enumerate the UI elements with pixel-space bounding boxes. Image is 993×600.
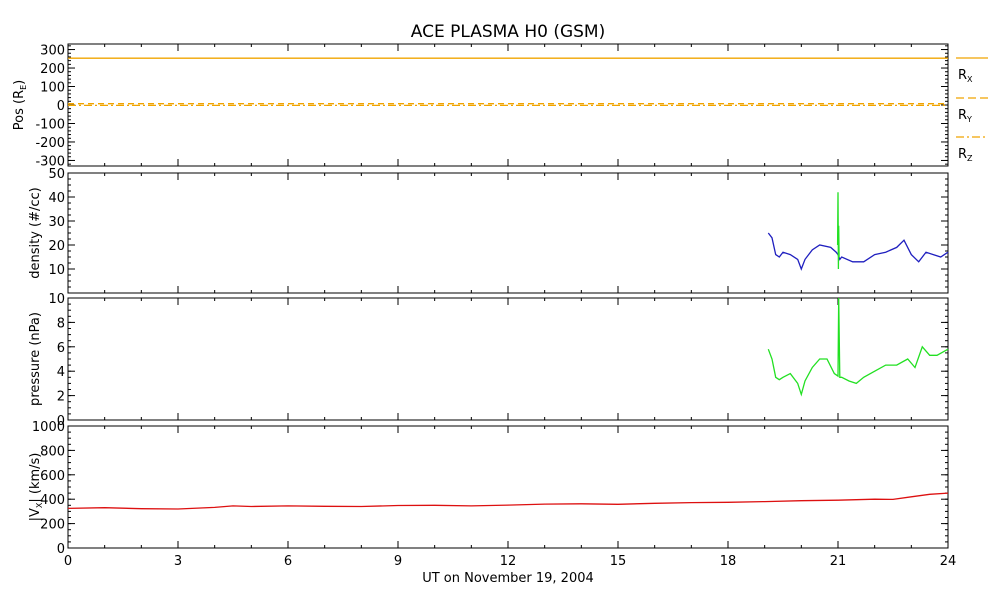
xtick-label: 18 bbox=[720, 554, 737, 569]
ytick-label: 200 bbox=[40, 518, 65, 533]
y-axis-label-end: ) bbox=[12, 80, 27, 85]
panel-vx: 1000 800 600 400 200 0 |VX| (km/s) 0 3 6 9 12 15 18 21… bbox=[28, 420, 956, 569]
xtick-label: 21 bbox=[830, 554, 847, 569]
ytick-label: 4 bbox=[57, 365, 65, 380]
xtick-label: 12 bbox=[500, 554, 517, 569]
ytick-label: 20 bbox=[48, 239, 65, 254]
xtick-label: 9 bbox=[394, 554, 402, 569]
xtick-label: 3 bbox=[174, 554, 182, 569]
y-axis-label-text: Pos (R bbox=[12, 90, 27, 130]
y-axis-label-pressure: pressure (nPa) bbox=[28, 312, 43, 406]
legend-label-text: R bbox=[958, 108, 967, 123]
y-axis-label-subscript: X bbox=[35, 502, 44, 508]
ytick-label: -300 bbox=[35, 154, 65, 169]
y-axis-label-end: | (km/s) bbox=[28, 453, 43, 503]
ytick-label: 10 bbox=[48, 292, 65, 307]
legend-label-Y: RY bbox=[958, 108, 972, 124]
ytick-label: 400 bbox=[40, 493, 65, 508]
ytick-label: 10 bbox=[48, 263, 65, 278]
ytick-label: 0 bbox=[57, 414, 65, 429]
ytick-label: 1000 bbox=[32, 420, 65, 435]
y-axis-label-text: density (#/cc) bbox=[28, 187, 43, 279]
ytick-label: 300 bbox=[40, 44, 65, 59]
ytick-label: 40 bbox=[48, 191, 65, 206]
ytick-label: 600 bbox=[40, 469, 65, 484]
panel-frame-vx bbox=[67, 425, 949, 549]
y-axis-label-subscript: E bbox=[19, 85, 28, 90]
xtick-label: 24 bbox=[940, 554, 957, 569]
ytick-label: 100 bbox=[40, 81, 65, 96]
ytick-label: 200 bbox=[40, 62, 65, 77]
xtick-label: 0 bbox=[64, 554, 72, 569]
y-axis-label-text: |V bbox=[28, 508, 43, 521]
legend-label-text: R bbox=[958, 68, 967, 83]
legend-label-subscript: X bbox=[967, 75, 973, 84]
ytick-label: 2 bbox=[57, 390, 65, 405]
chart-title: ACE PLASMA H0 (GSM) bbox=[411, 22, 605, 42]
panel-pressure: 10 8 6 4 2 0 pressure (nPa) bbox=[28, 292, 949, 429]
ytick-label: 8 bbox=[57, 316, 65, 331]
series-line-density-0 bbox=[767, 232, 949, 271]
panel-frame-density bbox=[67, 172, 949, 294]
legend-label-subscript: Z bbox=[967, 154, 973, 163]
xtick-label: 6 bbox=[284, 554, 292, 569]
xtick-label: 15 bbox=[610, 554, 627, 569]
ytick-label: 50 bbox=[48, 167, 65, 182]
ytick-label: -100 bbox=[35, 117, 65, 132]
legend-label-X: RX bbox=[958, 68, 973, 84]
legend-label-Z: RZ bbox=[958, 147, 973, 163]
x-axis-label: UT on November 19, 2004 bbox=[422, 571, 594, 586]
panel-density: 50 40 30 20 10 density (#/cc) bbox=[28, 167, 949, 294]
panel-frame-pressure bbox=[67, 297, 949, 421]
y-axis-label-position: Pos (RE) bbox=[12, 80, 28, 130]
ytick-label: 6 bbox=[57, 341, 65, 356]
ytick-label: 0 bbox=[57, 99, 65, 114]
series-line-density-1 bbox=[836, 192, 840, 270]
ytick-label: -200 bbox=[35, 136, 65, 151]
y-axis-label-vx: |VX| (km/s) bbox=[28, 453, 44, 522]
series-line-vx-0 bbox=[67, 492, 949, 510]
series-line-pressure-0 bbox=[767, 297, 949, 397]
legend-label-text: R bbox=[958, 147, 967, 162]
ytick-label: 0 bbox=[57, 542, 65, 557]
legend-label-subscript: Y bbox=[966, 115, 972, 124]
y-axis-label-density: density (#/cc) bbox=[28, 187, 43, 279]
ytick-label: 30 bbox=[48, 215, 65, 230]
ytick-label: 800 bbox=[40, 444, 65, 459]
y-axis-label-text: pressure (nPa) bbox=[28, 312, 43, 406]
